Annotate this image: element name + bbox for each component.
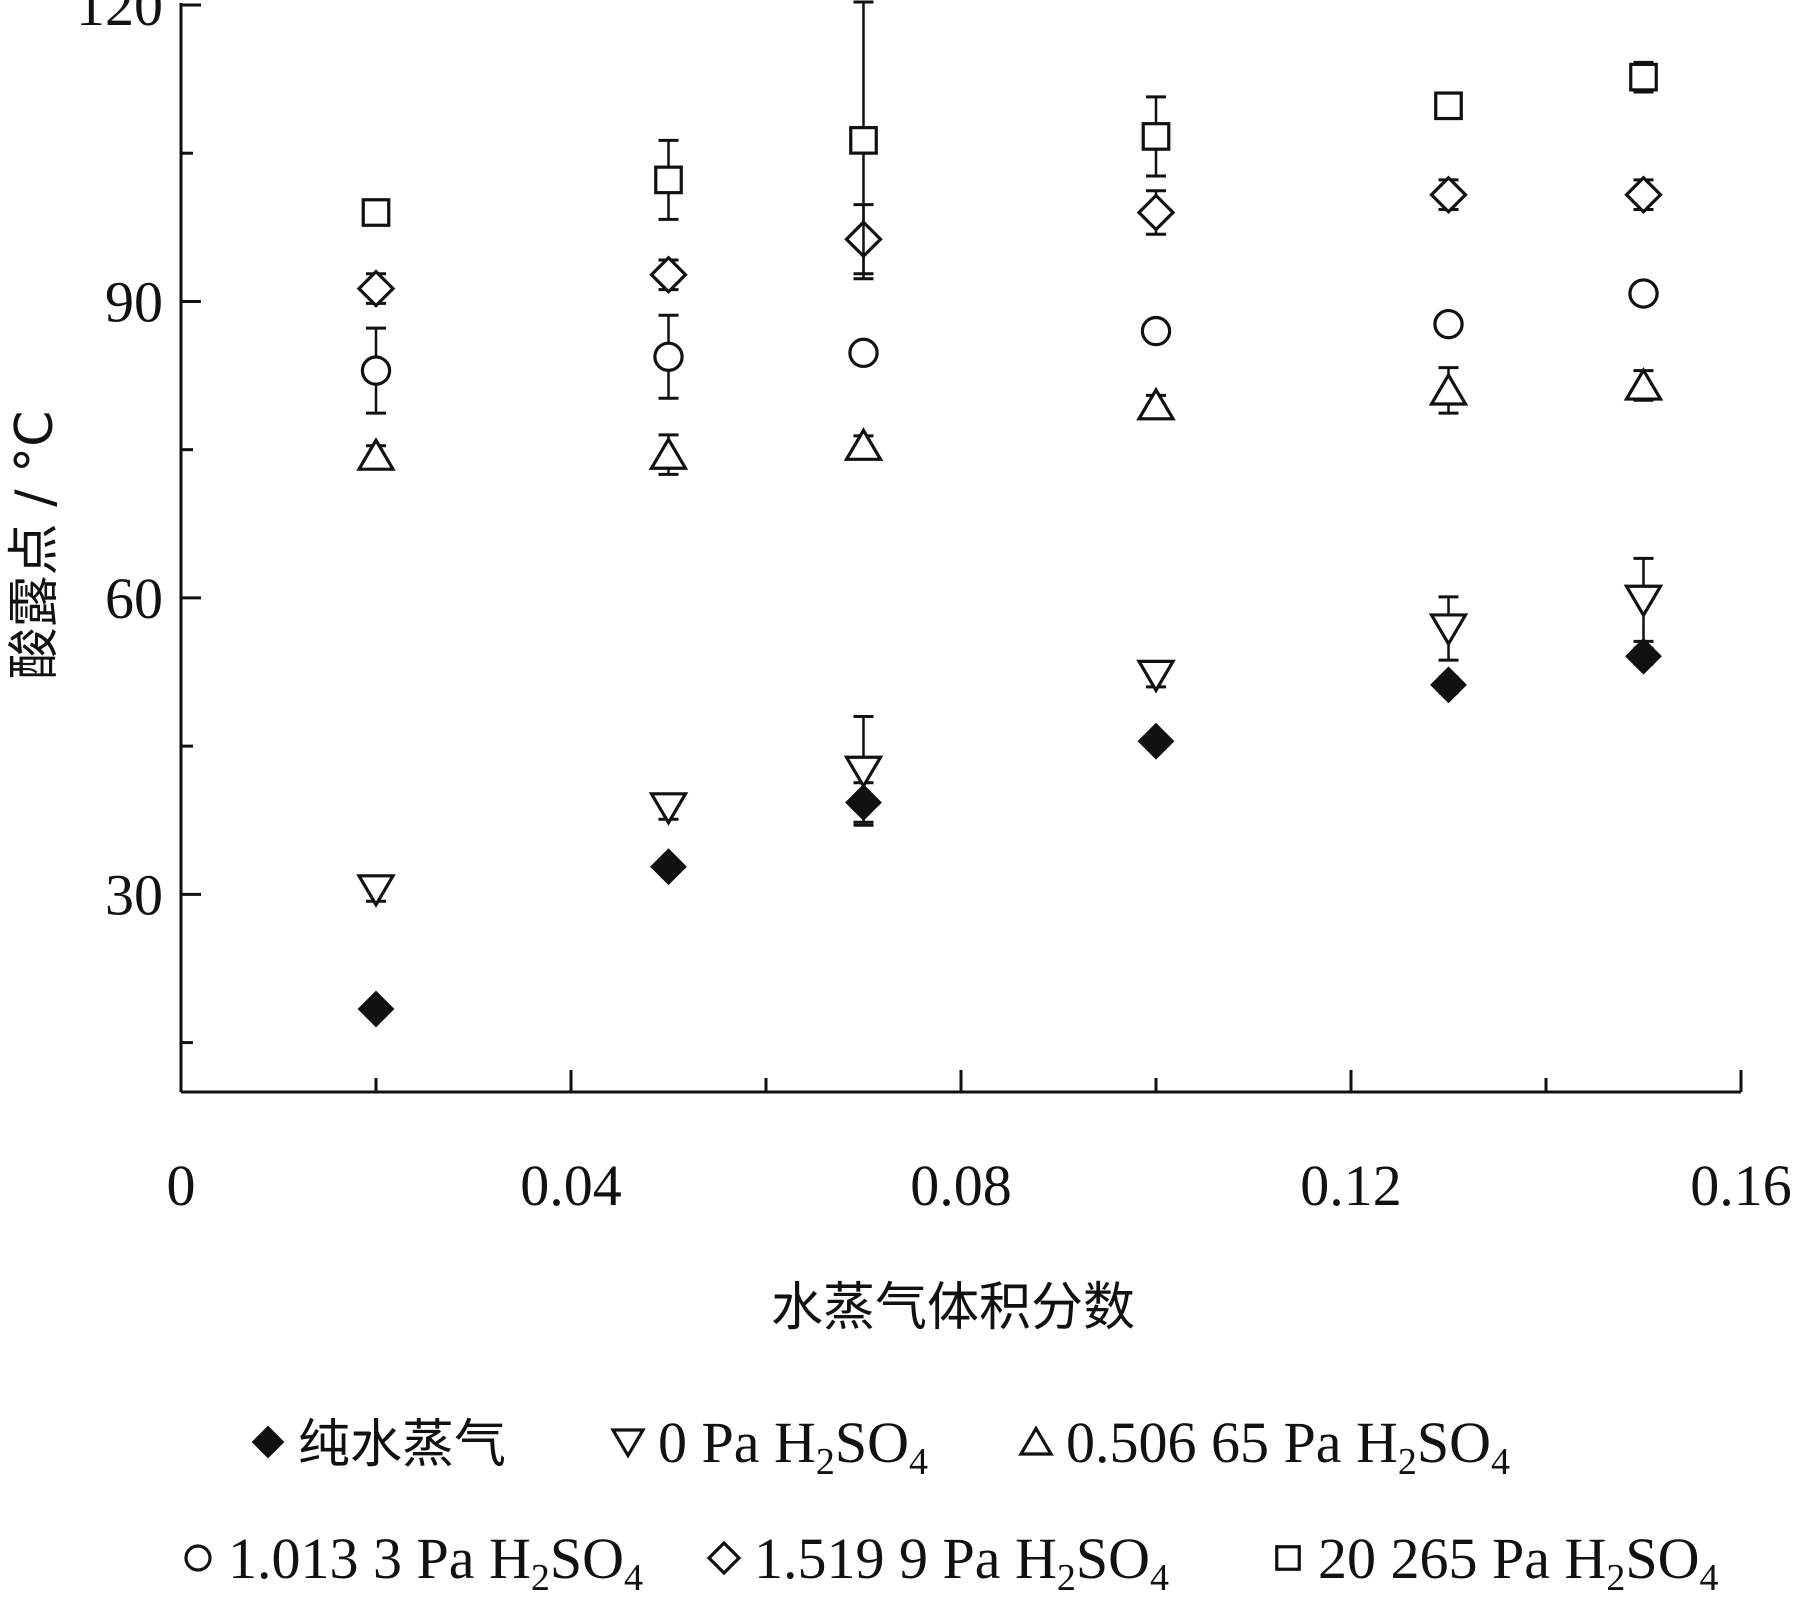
x-tick-label: 0.16 (1690, 1153, 1792, 1218)
data-point (1623, 584, 1664, 619)
data-point (848, 337, 879, 369)
y-tick-label: 30 (105, 862, 163, 927)
legend-label: 0 Pa H2SO4 (658, 1410, 928, 1483)
legend-item: 0.506 65 Pa H2SO4 (1018, 1410, 1510, 1483)
data-point (648, 436, 689, 470)
legend-marker (1018, 1425, 1054, 1456)
plot-area (356, 0, 1664, 1028)
data-point (1136, 659, 1176, 694)
data-point (1625, 637, 1662, 675)
series (356, 175, 1663, 308)
data-point (361, 198, 391, 227)
series (356, 366, 1664, 476)
data-point (356, 874, 396, 908)
legend-label: 0.506 65 Pa H2SO4 (1066, 1410, 1510, 1483)
legend-item: 1.519 9 Pa H2SO4 (706, 1526, 1169, 1599)
axes: 30 60 90 120 0 0.04 0.08 0.12 0.16 (76, 0, 1792, 1218)
data-point (1624, 175, 1663, 214)
data-point (1136, 193, 1176, 232)
legend-label: 1.519 9 Pa H2SO4 (754, 1526, 1169, 1599)
legend: 纯水蒸气 0 Pa H2SO4 0.506 65 Pa H2SO4 1.013 3 P… (184, 1410, 1719, 1599)
data-point (1137, 722, 1175, 760)
y-tick-label: 60 (105, 566, 163, 631)
data-point (650, 848, 687, 886)
legend-marker (1275, 1545, 1301, 1571)
legend-item: 纯水蒸气 (251, 1415, 506, 1475)
data-point (1629, 62, 1658, 92)
legend-label: 纯水蒸气 (298, 1415, 506, 1475)
data-point (1434, 91, 1463, 121)
data-point (1628, 278, 1659, 309)
data-point (1141, 122, 1171, 151)
legend-marker (184, 1544, 212, 1572)
data-point (843, 755, 884, 790)
legend-item: 20 265 Pa H2SO4 (1275, 1526, 1719, 1599)
data-point (1430, 666, 1467, 704)
x-tick-label: 0 (167, 1153, 196, 1218)
series (360, 278, 1659, 415)
x-tick-label: 0.12 (1300, 1153, 1402, 1218)
legend-label: 1.013 3 Pa H2SO4 (228, 1526, 643, 1599)
legend-marker (610, 1428, 646, 1459)
data-point (1623, 366, 1664, 401)
data-point (360, 355, 392, 386)
data-point (1136, 386, 1176, 421)
x-tick-label: 0.08 (910, 1153, 1012, 1218)
series (361, 0, 1658, 281)
data-point (1140, 315, 1172, 347)
y-axis-title: 酸露点 / °C (5, 411, 65, 680)
data-point (1433, 308, 1464, 340)
data-point (356, 437, 396, 471)
x-axis-title: 水蒸气体积分数 (771, 1278, 1135, 1338)
data-point (648, 792, 689, 826)
legend-item: 1.013 3 Pa H2SO4 (184, 1526, 643, 1599)
data-point (1429, 175, 1468, 214)
x-tick-label: 0.04 (520, 1153, 622, 1218)
data-point (843, 427, 884, 461)
series (357, 637, 1662, 1028)
data-point (356, 269, 396, 308)
data-point (654, 165, 683, 195)
data-point (849, 126, 878, 155)
series (356, 556, 1664, 908)
legend-marker (706, 1540, 742, 1576)
y-tick-label: 120 (76, 0, 163, 38)
data-point (357, 990, 395, 1028)
data-point (1428, 371, 1469, 406)
legend-item: 0 Pa H2SO4 (610, 1410, 928, 1483)
y-tick-label: 90 (105, 269, 163, 334)
data-point (1428, 613, 1469, 647)
data-point (653, 341, 684, 372)
legend-label: 20 265 Pa H2SO4 (1318, 1526, 1719, 1599)
legend-marker (251, 1425, 285, 1459)
data-point (649, 255, 688, 295)
